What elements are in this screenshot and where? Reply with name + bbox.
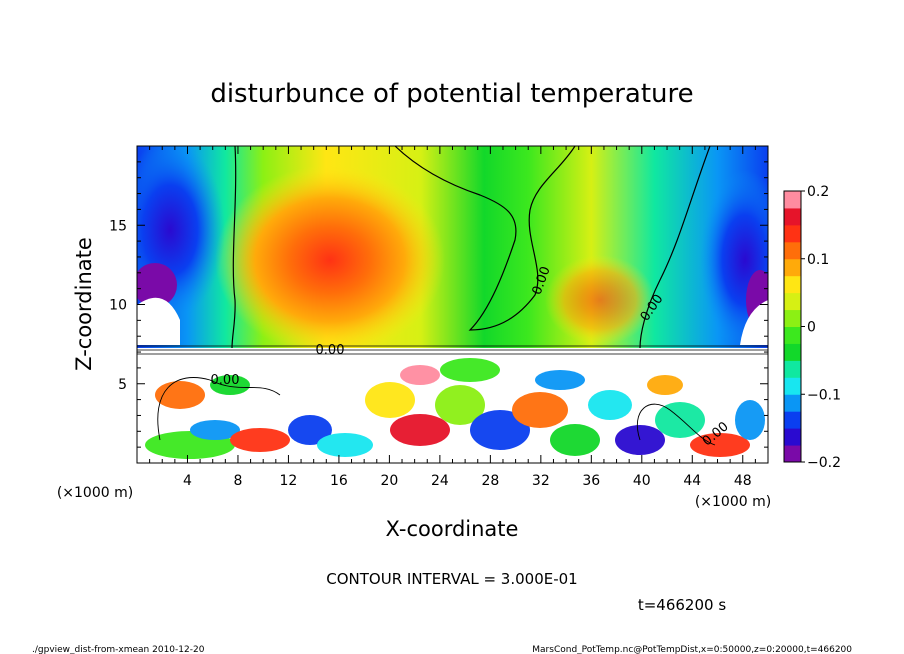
y-tick-label: 10 [109, 298, 127, 314]
contour-label: 0.00 [316, 343, 345, 358]
x-axis-title: X-coordinate [386, 517, 519, 541]
x-unit-label-right: (×1000 m) [695, 494, 771, 510]
colorbar-segment [784, 224, 801, 243]
y-tick-label: 15 [109, 218, 127, 234]
colorbar-tick-label: 0 [807, 320, 816, 336]
x-tick-label: 4 [183, 473, 192, 489]
colorbar-segment [784, 241, 801, 260]
plot-field [137, 146, 768, 463]
colorbar-segment [784, 445, 801, 463]
x-tick-label: 32 [532, 473, 550, 489]
colorbar-segment [784, 275, 801, 294]
colorbar: 0.2 0.1 0 −0.1 −0.2 [783, 184, 841, 471]
colorbar-segment [784, 309, 801, 327]
y-axis: 5 10 15 [109, 161, 768, 448]
colorbar-tick-label: −0.2 [807, 455, 841, 471]
x-tick-label: 12 [280, 473, 298, 489]
x-tick-label: 24 [431, 473, 449, 489]
footer-right: MarsCond_PotTemp.nc@PotTempDist,x=0:5000… [532, 645, 852, 654]
colorbar-segment [784, 292, 801, 311]
x-tick-label: 16 [330, 473, 348, 489]
time-text: t=466200 s [638, 596, 726, 614]
x-tick-label: 20 [380, 473, 398, 489]
colorbar-segment [784, 258, 801, 277]
footer-left: ./gpview_dist-from-xmean 2010-12-20 [32, 645, 205, 654]
colorbar-tick-label: −0.1 [807, 387, 841, 403]
colorbar-segment [784, 191, 801, 209]
colorbar-segment [784, 360, 801, 378]
colorbar-segment [784, 326, 801, 344]
x-tick-label: 36 [582, 473, 600, 489]
colorbar-tick-label: 0.2 [807, 184, 829, 200]
x-tick-label: 44 [683, 473, 701, 489]
x-unit-label-left: (×1000 m) [57, 485, 133, 501]
colorbar-segment [784, 394, 801, 412]
colorbar-segment [784, 377, 801, 395]
y-axis-title: Z-coordinate [72, 237, 96, 371]
x-tick-label: 28 [481, 473, 499, 489]
colorbar-segment [784, 428, 801, 446]
contour-interval-text: CONTOUR INTERVAL = 3.000E-01 [326, 570, 577, 588]
x-tick-label: 40 [633, 473, 651, 489]
x-axis: 4 8 12 16 20 24 28 32 36 40 44 48 [149, 146, 756, 489]
y-tick-label: 5 [118, 377, 127, 393]
x-tick-label: 8 [233, 473, 242, 489]
x-tick-label: 48 [734, 473, 752, 489]
colorbar-segment [784, 207, 801, 226]
colorbar-segment [784, 343, 801, 361]
colorbar-tick-label: 0.1 [807, 252, 829, 268]
colorbar-segment [784, 411, 801, 429]
chart-title: disturbunce of potential temperature [210, 79, 693, 109]
contour-label: 0.00 [211, 373, 240, 388]
